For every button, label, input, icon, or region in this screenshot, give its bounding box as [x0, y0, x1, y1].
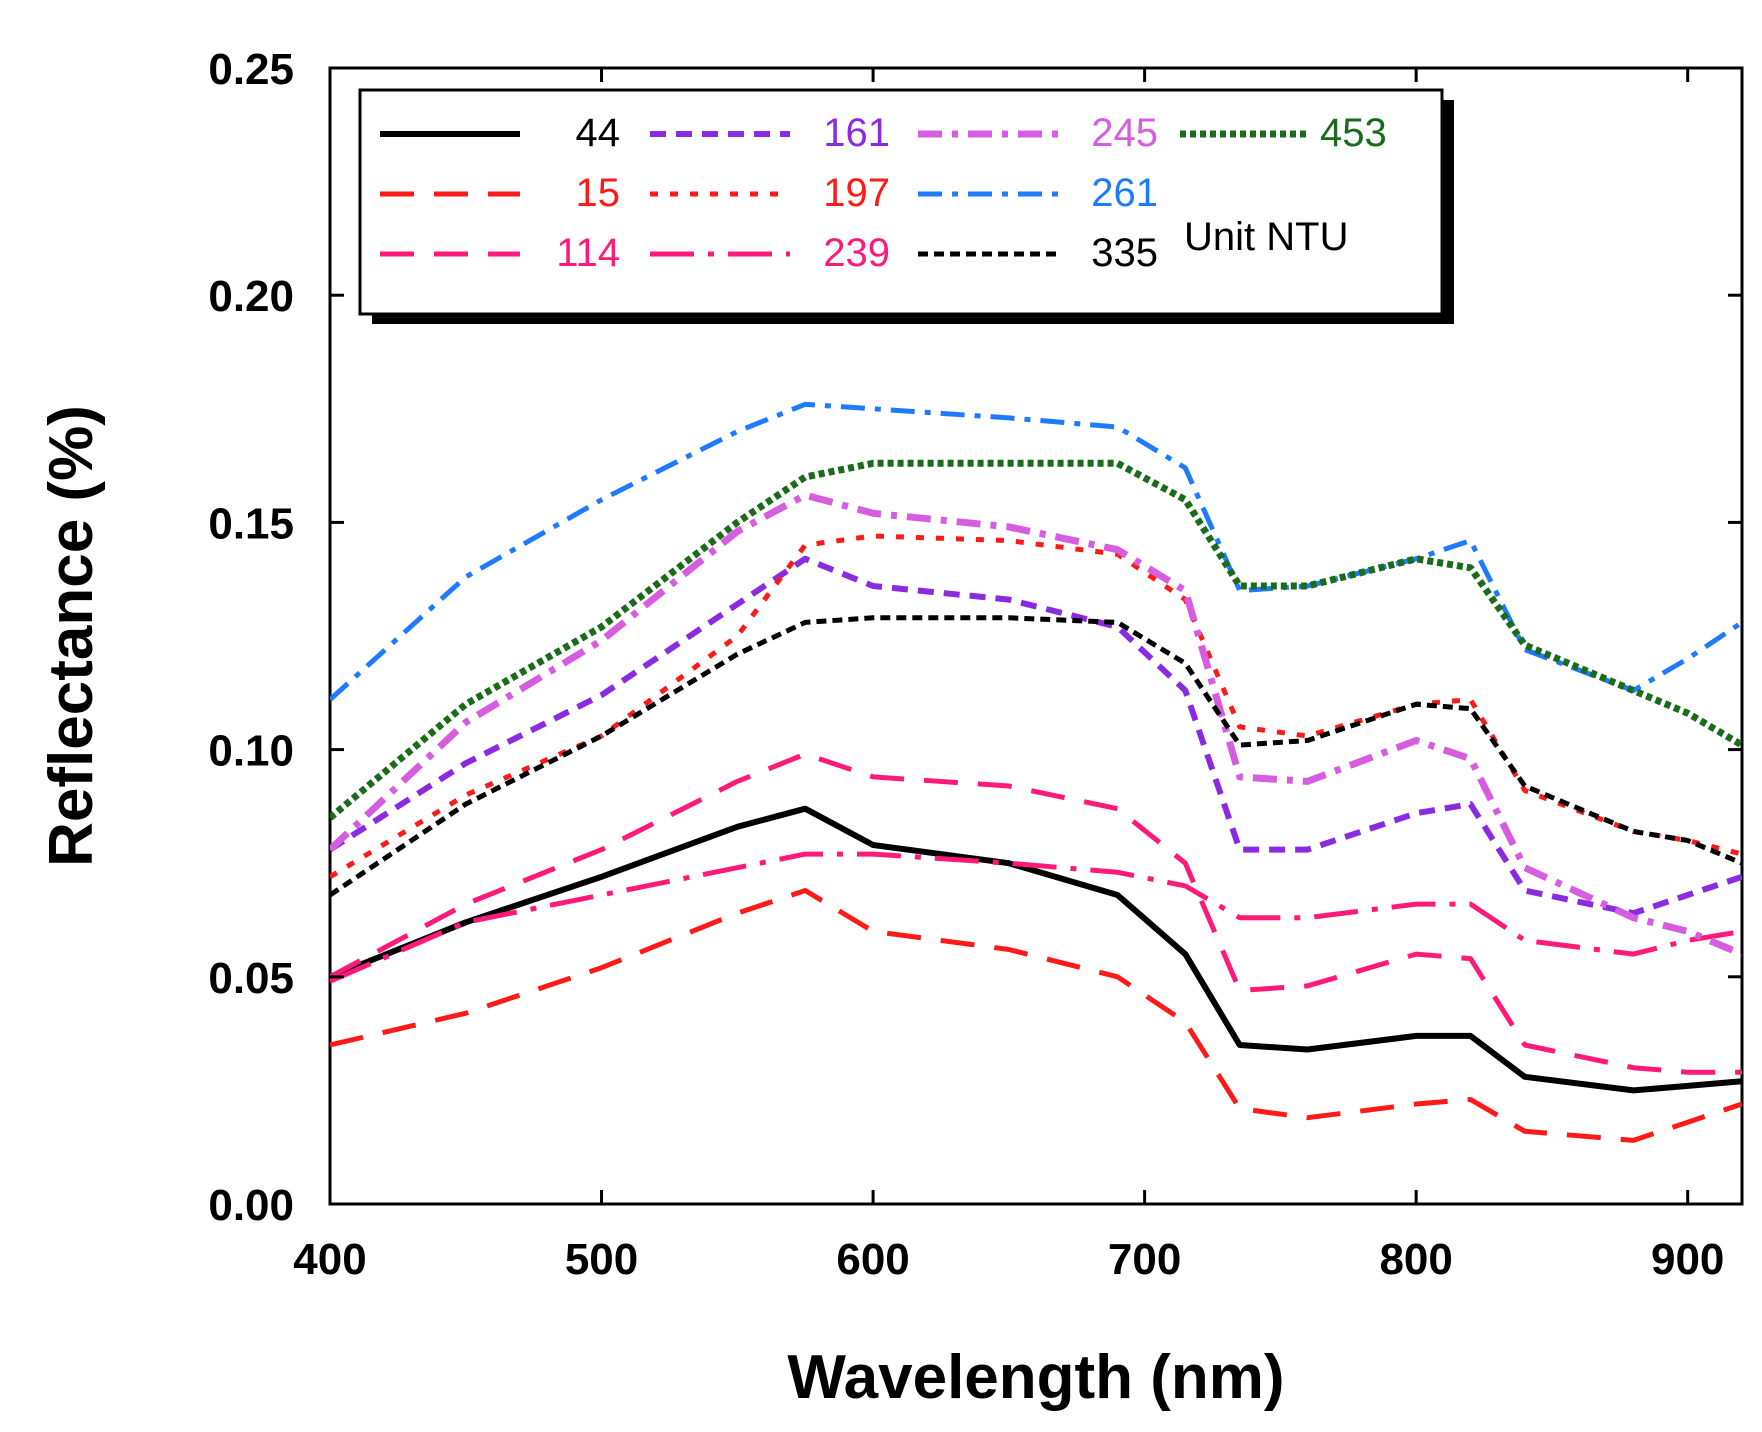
x-tick-label-700: 700 [1108, 1235, 1181, 1284]
x-tick-label-900: 900 [1651, 1235, 1724, 1284]
series-line-245 [330, 491, 1742, 958]
legend-label-261: 261 [1091, 171, 1158, 215]
x-tick-label-400: 400 [293, 1235, 366, 1284]
series-line-44 [330, 805, 1742, 1094]
legend-label-335: 335 [1091, 231, 1158, 275]
series-line-261 [330, 401, 1742, 702]
y-tick-label-0.05: 0.05 [208, 954, 294, 1003]
series-line-239 [330, 851, 1742, 984]
series-layer [330, 401, 1742, 1143]
legend-label-197: 197 [823, 171, 890, 215]
y-axis-title: Reflectance (%) [37, 405, 106, 867]
y-tick-label-0.2: 0.20 [208, 272, 294, 321]
series-line-15 [330, 888, 1742, 1143]
legend-label-239: 239 [823, 231, 890, 275]
legend-label-114: 114 [556, 231, 620, 275]
legend-label-15: 15 [576, 171, 621, 215]
legend-label-245: 245 [1091, 111, 1158, 155]
legend: 44 15 114 161 197 239 245 261 335 453 Unit NTU [358, 88, 1454, 324]
legend-label-161: 161 [823, 111, 890, 155]
legend-unit-label: Unit NTU [1184, 215, 1348, 259]
series-line-335 [330, 615, 1742, 898]
legend-label-453: 453 [1320, 111, 1387, 155]
y-tick-label-0.25: 0.25 [208, 45, 294, 94]
tick-labels-layer: 400 500 600 700 800 900 0.00 0.05 0.10 0.15 0.20 0.… [208, 45, 1724, 1284]
x-tick-label-800: 800 [1379, 1235, 1452, 1284]
legend-box [358, 88, 1444, 316]
legend-entries: 44 15 114 161 197 239 245 261 335 453 [380, 111, 1387, 275]
series-line-161 [330, 555, 1742, 917]
x-tick-label-500: 500 [565, 1235, 638, 1284]
legend-label-44: 44 [576, 111, 621, 155]
series-line-114 [330, 751, 1742, 1075]
y-tick-label-0: 0.00 [208, 1181, 294, 1230]
x-tick-label-600: 600 [836, 1235, 909, 1284]
y-tick-label-0.15: 0.15 [208, 499, 294, 548]
x-axis-title: Wavelength (nm) [787, 1343, 1284, 1412]
y-tick-label-0.1: 0.10 [208, 727, 294, 776]
ticks-layer [328, 66, 1742, 1206]
